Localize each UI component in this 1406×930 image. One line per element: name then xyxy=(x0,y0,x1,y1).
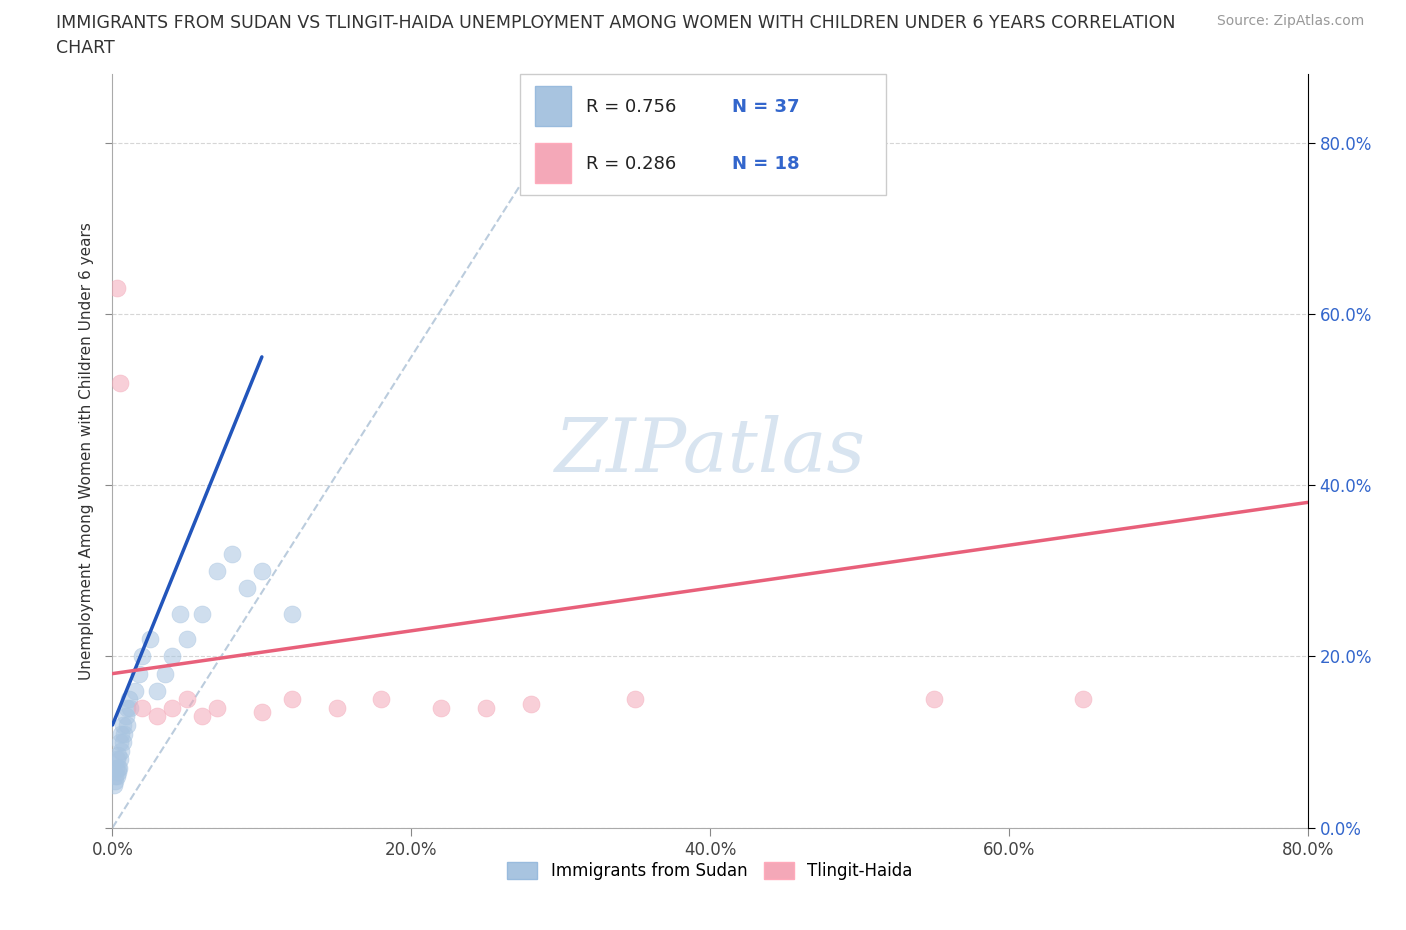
Point xyxy=(111,735,134,750)
Point xyxy=(922,692,945,707)
Point xyxy=(205,700,228,715)
Point xyxy=(107,764,129,779)
Point xyxy=(1073,692,1095,707)
Point xyxy=(281,606,304,621)
Point xyxy=(430,700,453,715)
Text: R = 0.286: R = 0.286 xyxy=(586,155,676,173)
Point xyxy=(162,649,183,664)
Legend: Immigrants from Sudan, Tlingit-Haida: Immigrants from Sudan, Tlingit-Haida xyxy=(501,856,920,887)
Point xyxy=(191,606,214,621)
Text: CHART: CHART xyxy=(56,39,115,57)
Point xyxy=(118,692,141,707)
Point xyxy=(250,564,273,578)
Point xyxy=(117,718,139,733)
Point xyxy=(103,777,125,792)
Point xyxy=(370,692,392,707)
Point xyxy=(624,692,647,707)
Text: N = 18: N = 18 xyxy=(733,155,800,173)
Point xyxy=(105,761,128,776)
Text: ZIPatlas: ZIPatlas xyxy=(554,415,866,487)
Point xyxy=(114,726,135,741)
Point xyxy=(475,700,498,715)
Point xyxy=(520,697,543,711)
Point xyxy=(131,700,153,715)
Point xyxy=(325,700,347,715)
Point xyxy=(191,709,214,724)
Point xyxy=(115,709,138,724)
Point xyxy=(105,751,128,766)
Point xyxy=(108,751,131,766)
Point xyxy=(205,564,228,578)
Point xyxy=(146,684,169,698)
Point xyxy=(104,773,127,788)
Point xyxy=(104,769,127,784)
Point xyxy=(236,580,259,595)
Point xyxy=(105,769,128,784)
Bar xyxy=(534,86,571,126)
Point xyxy=(131,649,153,664)
Point xyxy=(108,761,131,776)
Text: Source: ZipAtlas.com: Source: ZipAtlas.com xyxy=(1216,14,1364,28)
Point xyxy=(221,546,243,561)
Point xyxy=(124,684,146,698)
Point xyxy=(107,761,129,776)
Point xyxy=(105,281,128,296)
Point xyxy=(176,632,198,647)
Point xyxy=(117,700,139,715)
FancyBboxPatch shape xyxy=(520,74,886,195)
Point xyxy=(146,709,169,724)
Point xyxy=(107,748,129,763)
Point xyxy=(176,692,198,707)
Text: IMMIGRANTS FROM SUDAN VS TLINGIT-HAIDA UNEMPLOYMENT AMONG WOMEN WITH CHILDREN UN: IMMIGRANTS FROM SUDAN VS TLINGIT-HAIDA U… xyxy=(56,14,1175,32)
Point xyxy=(111,718,134,733)
Point xyxy=(108,735,131,750)
Text: N = 37: N = 37 xyxy=(733,98,800,116)
Point xyxy=(110,743,132,758)
Point xyxy=(139,632,162,647)
Bar xyxy=(534,143,571,183)
Point xyxy=(169,606,191,621)
Point xyxy=(108,375,131,390)
Point xyxy=(250,705,273,720)
Point xyxy=(120,700,142,715)
Y-axis label: Unemployment Among Women with Children Under 6 years: Unemployment Among Women with Children U… xyxy=(79,222,94,680)
Point xyxy=(153,666,176,681)
Point xyxy=(162,700,183,715)
Point xyxy=(110,726,132,741)
Text: R = 0.756: R = 0.756 xyxy=(586,98,676,116)
Point xyxy=(128,666,150,681)
Point xyxy=(281,692,304,707)
